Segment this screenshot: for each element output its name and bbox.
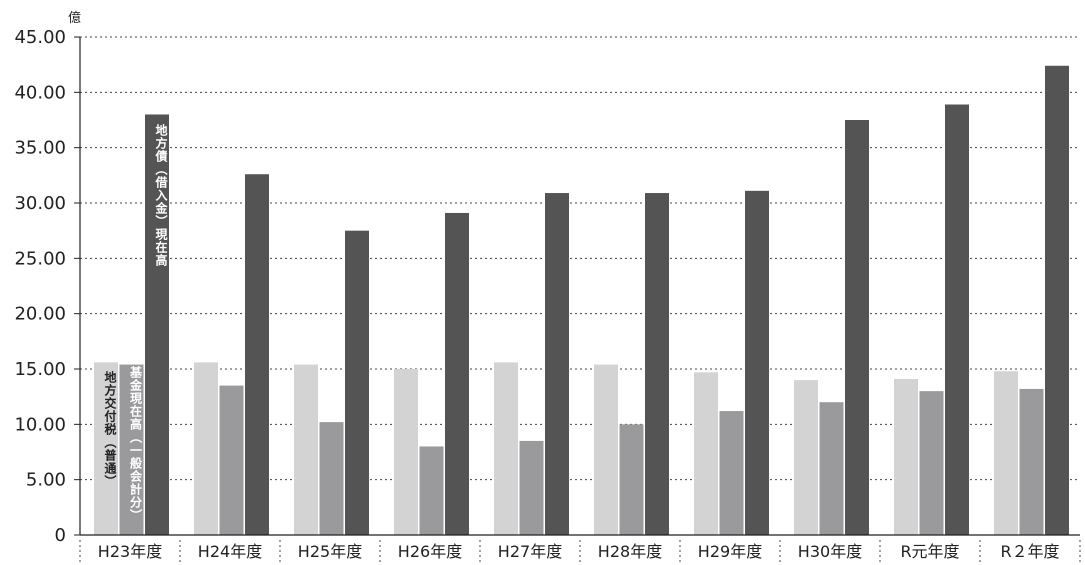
bar xyxy=(819,402,844,535)
bar xyxy=(645,193,669,536)
bar xyxy=(694,372,718,535)
series-label: 基金現在高（一般会計分） xyxy=(129,365,143,522)
bar xyxy=(394,369,418,535)
bar xyxy=(619,424,644,535)
bar xyxy=(94,362,118,535)
x-tick-label: H23年度 xyxy=(98,542,162,561)
y-tick-label: 45.00 xyxy=(14,27,66,48)
x-tick-label: H24年度 xyxy=(198,542,262,561)
bar xyxy=(994,371,1018,535)
bar xyxy=(594,364,618,535)
bar xyxy=(345,230,369,535)
y-tick-label: 20.00 xyxy=(14,304,66,325)
bar xyxy=(1045,65,1069,536)
bar xyxy=(245,174,269,535)
y-axis: 0 5.00 10.00 15.00 20.00 25.00 30.00 35.00 40.00… xyxy=(14,27,81,546)
bar xyxy=(145,114,169,535)
x-tick-label: H26年度 xyxy=(398,542,462,561)
series-label: 地方交付税（普通） xyxy=(103,370,117,488)
y-tick-label: 5.00 xyxy=(26,470,66,491)
series-label: 地方債（借入金）現在高 xyxy=(154,123,168,267)
bar xyxy=(794,380,818,535)
y-tick-label: 25.00 xyxy=(14,248,66,269)
x-tick-label: R元年度 xyxy=(900,542,959,561)
bar xyxy=(719,411,744,535)
y-tick-label: 10.00 xyxy=(14,414,66,435)
x-axis: H23年度 H24年度 H25年度 H26年度 H27年度 H28年度 H29年度 H30年度… xyxy=(79,534,1081,563)
bars xyxy=(94,65,1069,536)
y-tick-label: 0 xyxy=(55,525,66,546)
y-tick-label: 30.00 xyxy=(14,193,66,214)
bar xyxy=(419,446,444,535)
bar xyxy=(1019,388,1044,535)
bar xyxy=(319,422,344,535)
bar xyxy=(119,364,144,535)
bar xyxy=(745,190,769,535)
bar xyxy=(494,362,518,535)
y-tick-label: 15.00 xyxy=(14,359,66,380)
x-tick-label: H27年度 xyxy=(498,542,562,561)
bar xyxy=(194,362,218,535)
bar xyxy=(519,440,544,535)
x-tick-label: H28年度 xyxy=(598,542,662,561)
bar xyxy=(919,391,944,535)
bar xyxy=(445,212,469,535)
bar xyxy=(945,104,969,536)
bar xyxy=(294,364,318,535)
bar xyxy=(894,378,918,535)
y-tick-label: 35.00 xyxy=(14,138,66,159)
series-labels: 地方交付税（普通） 基金現在高（一般会計分） 地方債（借入金）現在高 xyxy=(103,123,168,522)
bar xyxy=(219,385,244,535)
unit-label: 億 xyxy=(68,10,81,26)
bar xyxy=(545,193,569,536)
x-tick-label: R２年度 xyxy=(1000,542,1059,561)
y-tick-label: 40.00 xyxy=(14,82,66,103)
x-tick-label: H25年度 xyxy=(298,542,362,561)
x-tick-label: H30年度 xyxy=(798,542,862,561)
x-tick-label: H29年度 xyxy=(698,542,762,561)
bar xyxy=(845,120,869,535)
